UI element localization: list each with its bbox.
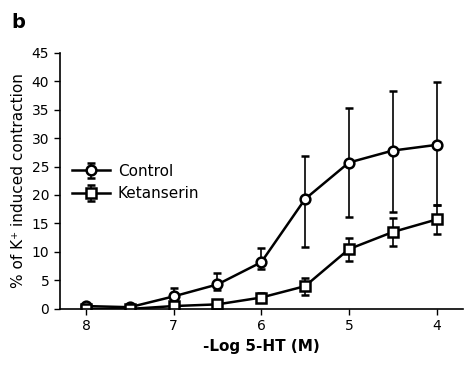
- Legend: Control, Ketanserin: Control, Ketanserin: [66, 158, 205, 207]
- Y-axis label: % of K⁺ induced contraction: % of K⁺ induced contraction: [11, 73, 26, 288]
- X-axis label: -Log 5-HT (M): -Log 5-HT (M): [203, 339, 319, 354]
- Text: b: b: [11, 13, 25, 32]
